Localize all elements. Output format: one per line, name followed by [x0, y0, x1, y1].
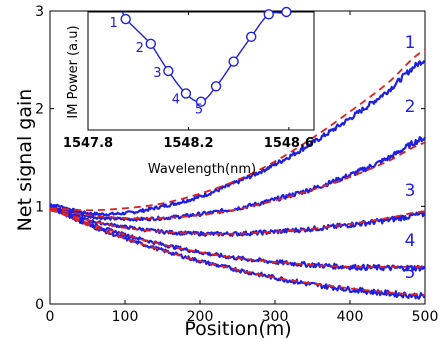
x-tick-label: 500: [412, 309, 439, 325]
inset-marker: [180, 88, 192, 99]
fit-curve-5: [49, 209, 426, 297]
y-tick-label: 3: [35, 4, 44, 20]
main-curves: [49, 49, 426, 300]
x-tick-label: 200: [187, 309, 214, 325]
inset-marker: [281, 6, 292, 18]
inset-curve: [120, 6, 292, 107]
inset-point-label: 2: [136, 41, 144, 56]
inset-point-label: 4: [172, 92, 180, 107]
inset-marker: [120, 13, 131, 25]
inset-y-axis-label: IM Power (a.u): [66, 25, 81, 118]
x-tick-label: 300: [262, 309, 289, 325]
inset-marker: [246, 31, 257, 42]
inset-x-axis-label: Wavelength(nm): [148, 162, 256, 177]
main-x-axis-label: Position(m): [184, 318, 291, 339]
fit-curve-3: [49, 209, 426, 235]
fit-curve-1: [49, 49, 426, 212]
inset-x-tick-label: 1548.6: [264, 136, 314, 151]
inset-x-tick-label: 1547.8: [63, 136, 113, 151]
y-tick-label: 0: [35, 297, 44, 313]
inset-x-tick-labels: 1547.8 1548.2 1548.6: [63, 136, 314, 151]
inset-marker: [263, 9, 274, 20]
inset-marker: [210, 81, 222, 92]
x-tick-label: 100: [112, 309, 139, 325]
inset-point-label: 5: [195, 103, 203, 118]
curve-label: 3: [405, 181, 416, 201]
fit-curve-2: [49, 141, 426, 220]
inset-plot-area: [87, 11, 315, 131]
inset-x-tick-label: 1548.2: [163, 136, 213, 151]
x-tick-label: 0: [46, 309, 55, 325]
main-y-tick-labels: 0 1 2 3: [35, 4, 44, 313]
main-y-axis-label: Net signal gain: [14, 89, 36, 232]
curve-label: 4: [405, 231, 416, 251]
curve-labels: 1 2 3 4 5: [405, 33, 416, 283]
measured-curve-1: [49, 60, 426, 217]
y-tick-label: 1: [35, 199, 44, 215]
x-tick-label: 400: [337, 309, 364, 325]
inset-marker: [163, 65, 174, 77]
y-tick-label: 2: [35, 102, 44, 118]
inset-marker: [195, 96, 207, 107]
inset-marker: [145, 38, 156, 50]
inset-point-label: 3: [153, 66, 161, 81]
curve-label: 1: [405, 33, 416, 53]
inset-point-label: 1: [110, 16, 118, 31]
curve-label: 2: [405, 97, 416, 117]
curve-label: 5: [405, 263, 416, 283]
main-x-tick-labels: 0 100 200 300 400 500: [46, 309, 439, 325]
fit-curve-4: [49, 209, 425, 268]
inset-marker: [228, 56, 239, 67]
